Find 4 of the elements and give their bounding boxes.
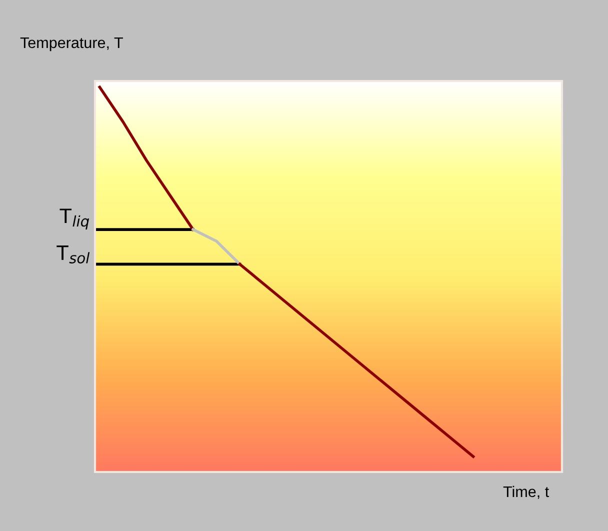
y-axis-title: Temperature, T xyxy=(20,37,123,52)
ref-line-label: T$_{sol}$ xyxy=(56,245,90,264)
x-axis-title: Time, t xyxy=(503,486,549,499)
ref-line-label: T$_{liq}$ xyxy=(60,208,90,230)
